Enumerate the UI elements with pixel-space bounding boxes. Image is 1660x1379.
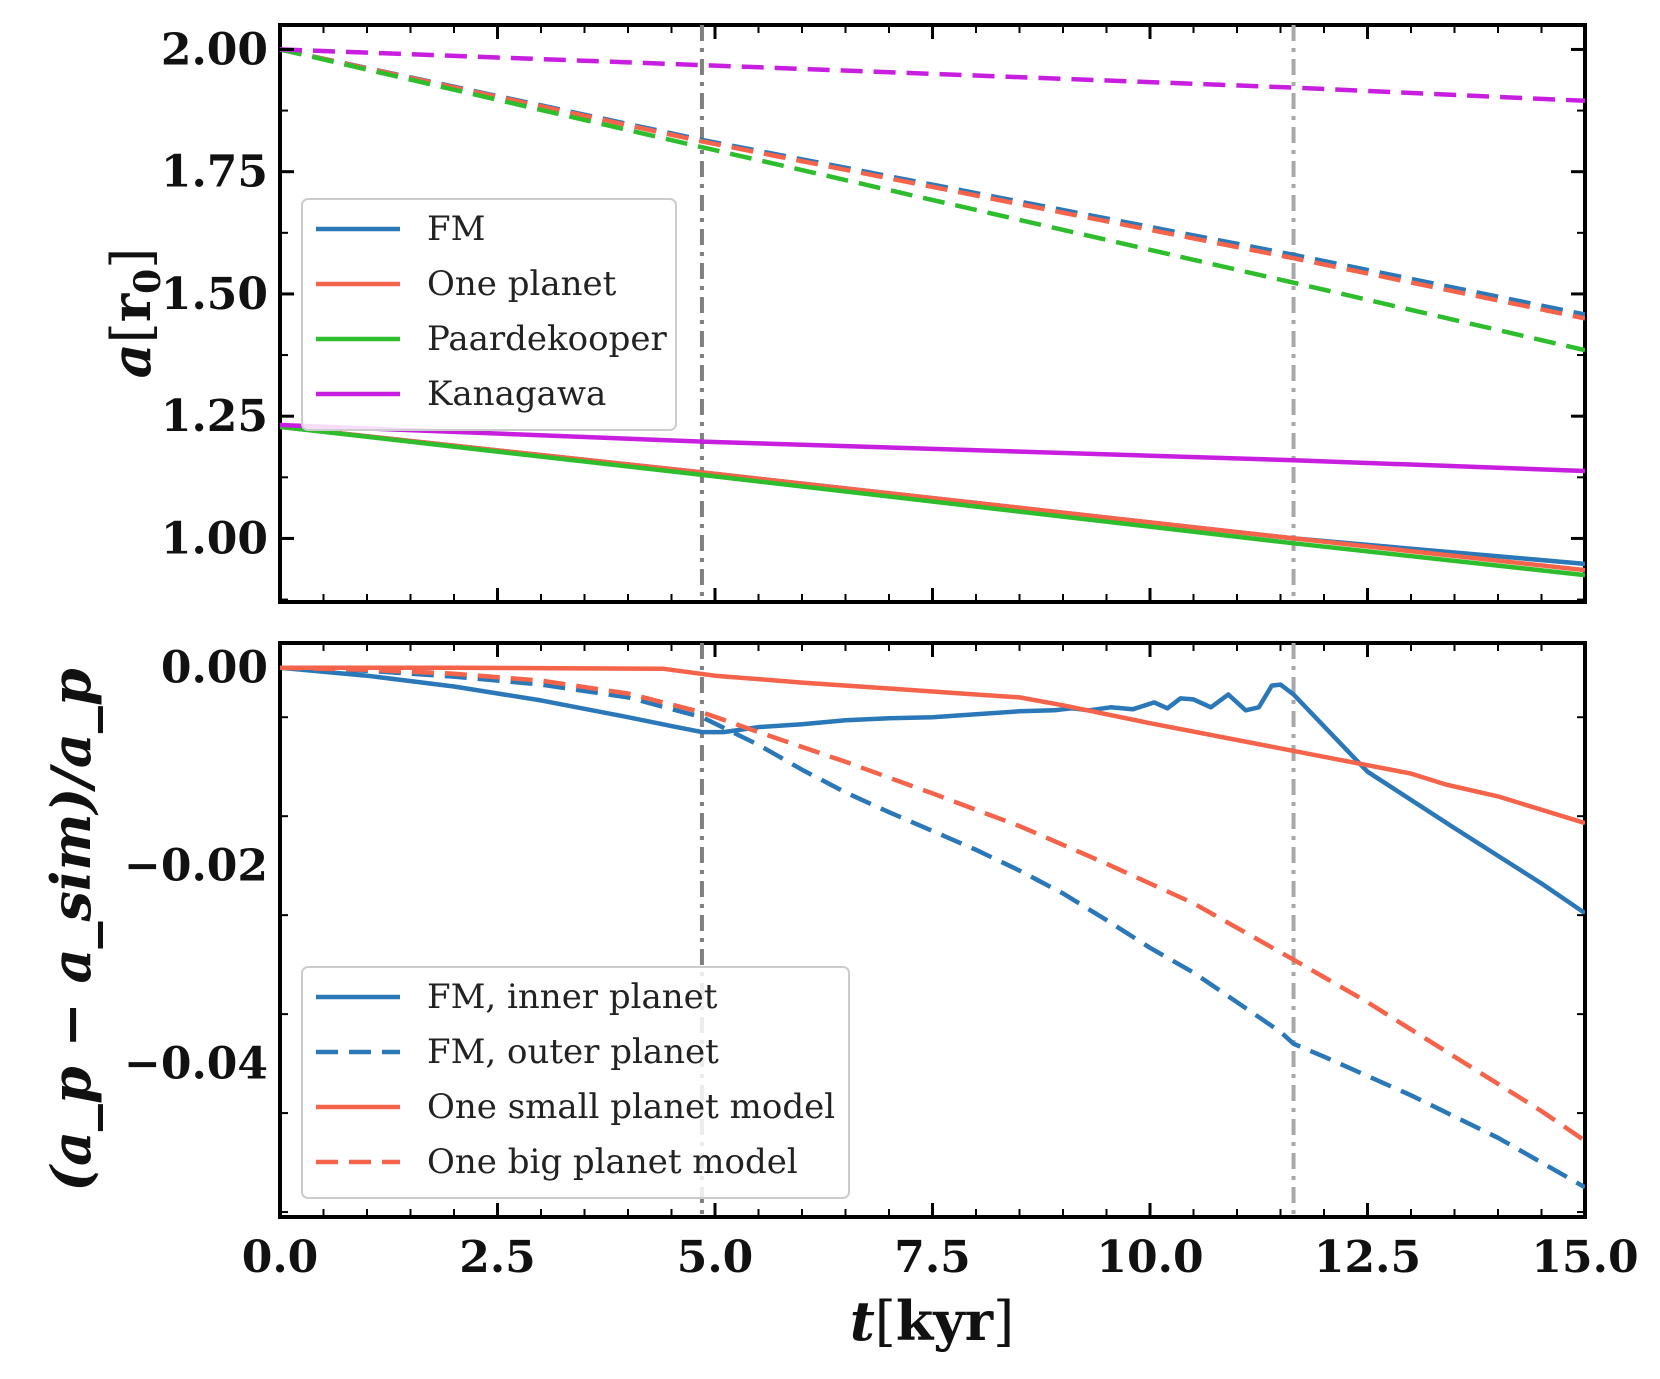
top-series-line-1 bbox=[280, 47, 1585, 321]
top-y-tick-label: 1.00 bbox=[161, 513, 268, 564]
top-series-line-3 bbox=[280, 47, 1585, 104]
top-series-line-7 bbox=[280, 422, 1585, 474]
top-y-label-unit: r bbox=[99, 293, 163, 322]
x-label-symbol: t bbox=[850, 1289, 875, 1353]
top-y-label-subscript: 0 bbox=[127, 269, 169, 294]
bot-series-line-0 bbox=[280, 665, 1585, 916]
top-panel: 1.00 1.25 1.50 1.75 2.00 a[r0] FM One planet P… bbox=[99, 23, 1587, 604]
bot-y-tick-label: −0.04 bbox=[124, 1039, 268, 1090]
bot-x-tick-label: 10.0 bbox=[1096, 1232, 1203, 1283]
bottom-ticks bbox=[278, 643, 1587, 1217]
bot-legend-label: FM, outer planet bbox=[427, 1032, 719, 1072]
bot-legend-label: One big planet model bbox=[427, 1142, 798, 1182]
bot-legend-label: One small planet model bbox=[427, 1087, 835, 1127]
bot-y-tick-label: 0.00 bbox=[161, 643, 268, 694]
top-y-tick-labels: 1.00 1.25 1.50 1.75 2.00 bbox=[161, 24, 268, 564]
top-legend-box bbox=[301, 198, 677, 431]
top-legend-label: Kanagawa bbox=[427, 374, 606, 414]
top-series-line-2 bbox=[280, 47, 1585, 353]
bot-x-tick-label: 12.5 bbox=[1314, 1232, 1421, 1283]
bot-x-tick-label: 7.5 bbox=[894, 1232, 971, 1283]
bot-series-line-2 bbox=[280, 665, 1585, 826]
top-event-lines bbox=[699, 25, 1296, 602]
x-label-bracket-open: [ bbox=[875, 1290, 896, 1353]
top-legend-label: Paardekooper bbox=[427, 319, 667, 359]
bot-legend-label: FM, inner planet bbox=[427, 977, 718, 1017]
bottom-tick-labels: 0.00 −0.02 −0.04 0.0 2.5 5.0 7.5 10.0 12.5 15.0 bbox=[124, 643, 1639, 1283]
bot-x-tick-label: 5.0 bbox=[677, 1232, 754, 1283]
x-axis-label: t[kyr] bbox=[850, 1289, 1014, 1353]
bot-x-tick-label: 2.5 bbox=[459, 1232, 536, 1283]
top-y-tick-label: 1.25 bbox=[161, 391, 268, 442]
top-y-tick-label: 1.50 bbox=[161, 269, 268, 320]
bot-x-tick-label: 0.0 bbox=[242, 1232, 319, 1283]
top-legend-label: One planet bbox=[427, 264, 617, 304]
bottom-panel: 0.00 −0.02 −0.04 0.0 2.5 5.0 7.5 10.0 12.5 15.0 (… bbox=[39, 641, 1639, 1353]
top-y-axis-label: a[r0] bbox=[99, 248, 169, 379]
bot-series-line-1 bbox=[280, 665, 1585, 1190]
bottom-series-group bbox=[280, 665, 1585, 1190]
bot-series-line-3 bbox=[280, 665, 1585, 1143]
top-y-tick-label: 1.75 bbox=[161, 147, 268, 198]
x-label-unit: kyr bbox=[896, 1289, 994, 1353]
bot-x-tick-label: 15.0 bbox=[1531, 1232, 1638, 1283]
top-y-label-bracket-close: ] bbox=[100, 248, 163, 269]
top-legend-label: FM bbox=[427, 209, 485, 249]
bottom-legend: FM, inner planet FM, outer planet One smal… bbox=[301, 966, 850, 1199]
top-ticks bbox=[278, 25, 1587, 602]
top-legend: FM One planet Paardekooper Kanagawa bbox=[301, 198, 677, 431]
bottom-y-axis-label: (a_p − a_sim)/a_p bbox=[39, 668, 103, 1191]
bot-legend-box bbox=[301, 966, 850, 1199]
top-y-label-bracket-open: [ bbox=[100, 322, 163, 343]
x-label-bracket-close: ] bbox=[993, 1290, 1014, 1353]
top-y-label-symbol: a bbox=[99, 343, 163, 378]
top-series-group bbox=[280, 47, 1585, 578]
top-series-line-6 bbox=[280, 424, 1585, 578]
bot-y-tick-label: −0.02 bbox=[124, 841, 268, 892]
top-y-tick-label: 2.00 bbox=[161, 24, 268, 75]
